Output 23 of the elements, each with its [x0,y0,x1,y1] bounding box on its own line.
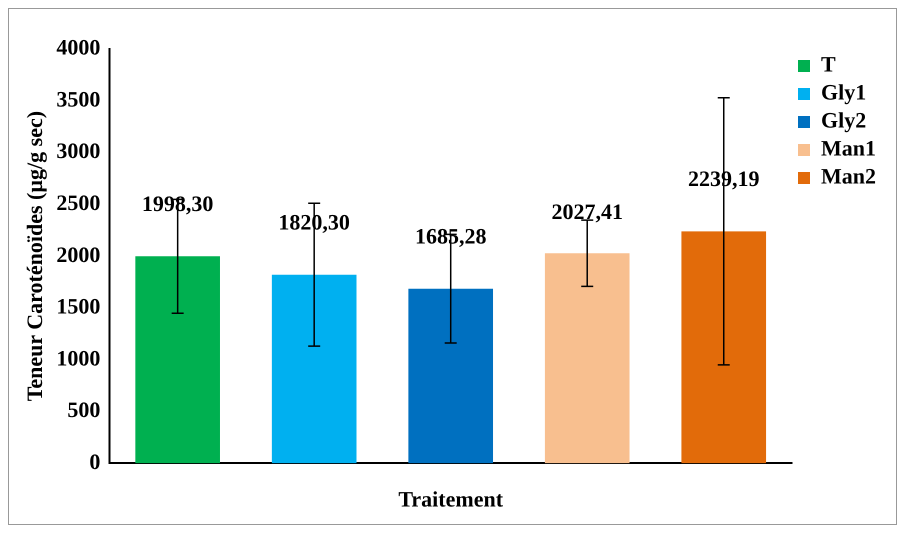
bar [272,274,356,464]
data-label: 1685,28 [414,223,486,248]
y-tick-label: 3500 [56,86,100,112]
legend-label: Man2 [821,164,876,189]
bar [408,288,494,464]
y-tick-label: 3000 [56,138,100,164]
bar [681,231,766,464]
y-tick-label: 4000 [56,34,100,60]
y-tick-label: 2000 [56,242,100,267]
legend-label: Gly2 [821,108,866,133]
y-tick-label: 500 [67,397,100,422]
data-label: 2027,41 [551,198,623,224]
x-axis-title: Traitement [398,486,504,512]
y-axis-title: Teneur Caroténoïdes (µg/g sec) [22,110,47,402]
y-tick-label: 1000 [56,345,100,370]
bar [135,256,220,464]
legend-label: Man1 [821,136,876,161]
y-tick-label: 0 [89,448,100,474]
legend-label: Gly1 [821,80,866,105]
bar [544,253,630,464]
legend-label: T [821,52,836,77]
y-tick-label: 2500 [56,190,100,216]
y-tick-label: 1500 [56,294,100,319]
